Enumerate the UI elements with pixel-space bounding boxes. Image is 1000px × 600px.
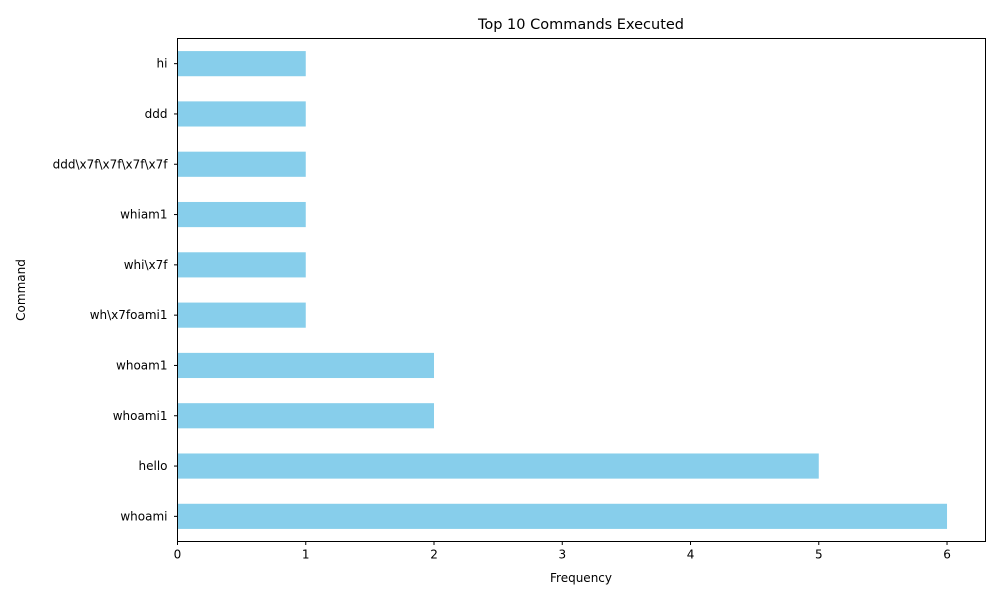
y-tick-label: hello	[139, 459, 168, 473]
bar-1	[177, 453, 819, 479]
x-axis-label: Frequency	[550, 571, 612, 585]
bar-9	[177, 51, 306, 77]
y-tick-label: whi\x7f	[124, 258, 169, 272]
plot-frame	[177, 38, 986, 542]
y-tick-label: wh\x7foami1	[90, 308, 168, 322]
x-tick-label: 5	[815, 548, 823, 562]
y-ticks-group: whoami hello whoami1 whoam1 wh\x7foami1 whi\x…	[53, 57, 178, 523]
y-tick-label: ddd	[145, 107, 168, 121]
x-ticks-group: 0 1 2 3 4 5 6	[174, 541, 951, 562]
bar-4	[177, 302, 306, 328]
bars-group	[177, 51, 948, 529]
x-tick-label: 3	[558, 548, 566, 562]
y-axis-label: Command	[14, 259, 28, 321]
x-tick-label: 1	[302, 548, 310, 562]
chart-title: Top 10 Commands Executed	[477, 17, 684, 33]
y-tick-label: whoami	[120, 509, 167, 523]
bar-8	[177, 101, 306, 127]
bar-6	[177, 201, 306, 228]
bar-5	[177, 252, 306, 278]
x-tick-label: 4	[687, 548, 695, 562]
x-tick-label: 0	[174, 548, 182, 562]
bar-7	[177, 151, 306, 177]
bar-2	[177, 403, 435, 429]
bar-3	[177, 352, 435, 379]
x-tick-label: 6	[943, 548, 951, 562]
y-tick-label: whiam1	[120, 208, 167, 222]
y-tick-label: whoam1	[116, 358, 167, 372]
x-tick-label: 2	[430, 548, 438, 562]
y-tick-label: hi	[157, 57, 168, 71]
y-tick-label: whoami1	[113, 409, 168, 423]
y-tick-label: ddd\x7f\x7f\x7f\x7f	[53, 157, 169, 171]
bar-0	[177, 503, 948, 529]
